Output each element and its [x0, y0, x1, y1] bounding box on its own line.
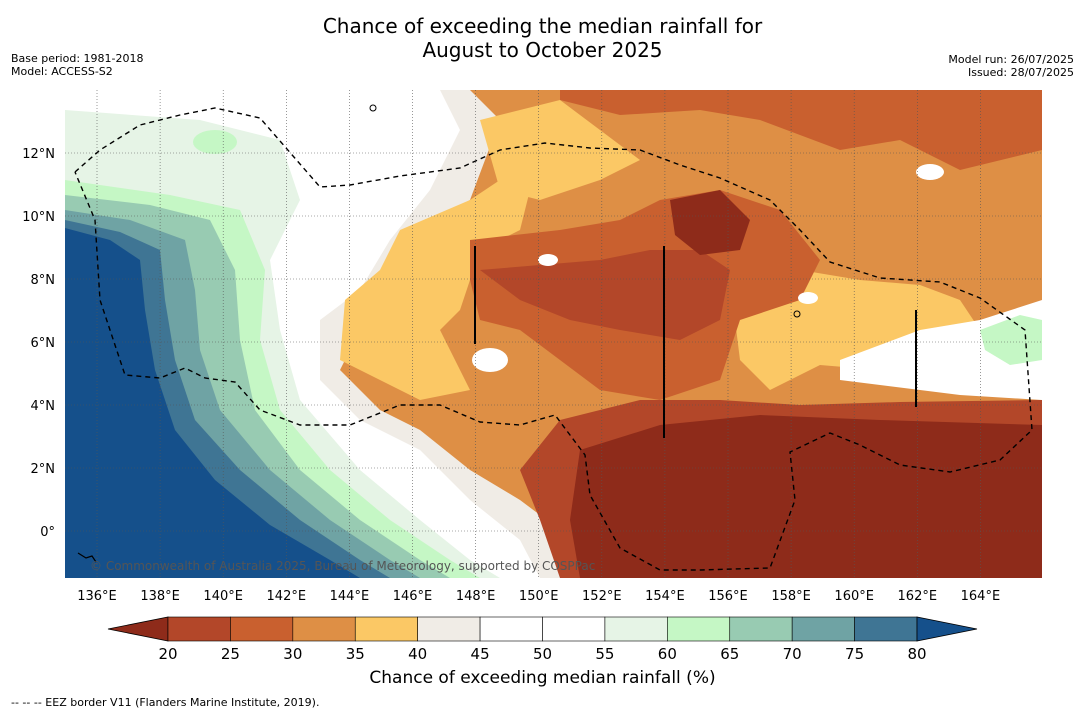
longitude-label: 158°E [771, 589, 811, 604]
region-southeast-max-dry [570, 415, 1042, 578]
longitude-label: 140°E [203, 589, 243, 604]
colorbar-segment [354, 616, 418, 642]
grid-lines [65, 90, 1042, 578]
region-white-patch-4 [798, 292, 818, 304]
colorbar-segment [667, 616, 731, 642]
base-period: Base period: 1981-2018 [11, 52, 144, 65]
colorbar-tick: 80 [907, 645, 926, 663]
colorbar-segment [230, 616, 294, 642]
colorbar-segment [854, 616, 918, 642]
latitude-label: 12°N [22, 147, 55, 162]
colorbar-extend-high [916, 616, 978, 642]
region-white-patch-1 [538, 254, 558, 266]
latitude-labels: 12°N 10°N 8°N 6°N 4°N 2°N 0° [22, 147, 55, 540]
colorbar-tick: 50 [533, 645, 552, 663]
longitude-label: 160°E [834, 589, 874, 604]
longitude-label: 156°E [708, 589, 748, 604]
longitude-labels: 136°E 138°E 140°E 142°E 144°E 146°E 148°E 150°E… [77, 589, 1000, 604]
title-line-1: Chance of exceeding the median rainfall … [322, 14, 763, 38]
longitude-label: 138°E [140, 589, 180, 604]
colorbar-tick: 70 [783, 645, 802, 663]
colorbar-segment [729, 616, 793, 642]
latitude-label: 4°N [31, 399, 56, 414]
issued-date: Issued: 28/07/2025 [967, 66, 1074, 79]
longitude-label: 164°E [961, 589, 1001, 604]
latitude-label: 8°N [31, 273, 56, 288]
island-marker [793, 310, 801, 318]
region-white-patch-2 [472, 348, 508, 372]
eez-footnote: -- -- -- EEZ border V11 (Flanders Marine… [11, 696, 320, 709]
run-info: Model run: 26/07/2025 Issued: 28/07/2025 [948, 53, 1074, 79]
colorbar-tick: 25 [221, 645, 240, 663]
longitude-label: 144°E [330, 589, 370, 604]
colorbar-tick: 75 [845, 645, 864, 663]
region-white-patch-3 [916, 164, 944, 180]
colorbar-tick: 65 [720, 645, 739, 663]
base-info: Base period: 1981-2018 Model: ACCESS-S2 [11, 52, 143, 78]
colorbar-label: Chance of exceeding median rainfall (%) [369, 668, 716, 688]
longitude-label: 146°E [393, 589, 433, 604]
longitude-label: 162°E [898, 589, 938, 604]
colorbar-tick: 20 [158, 645, 177, 663]
model-name: Model: ACCESS-S2 [11, 65, 113, 78]
longitude-label: 150°E [519, 589, 559, 604]
model-run: Model run: 26/07/2025 [948, 53, 1074, 66]
region-northeast-white [840, 300, 1042, 400]
latitude-label: 0° [40, 525, 55, 540]
region-green-patch-north [193, 130, 237, 154]
colorbar-segment [542, 616, 606, 642]
region-yellow-west [340, 150, 540, 400]
region-blue-wet [65, 228, 360, 578]
eez-border [74, 107, 1033, 571]
title-line-2: August to October 2025 [422, 38, 663, 62]
chart-title: Chance of exceeding the median rainfall … [0, 14, 1085, 62]
latitude-label: 2°N [31, 462, 56, 477]
colorbar-segment [292, 616, 356, 642]
latitude-label: 10°N [22, 210, 55, 225]
colorbar-tick: 30 [283, 645, 302, 663]
colorbar-segment [791, 616, 855, 642]
longitude-label: 152°E [582, 589, 622, 604]
colorbar-tick: 55 [595, 645, 614, 663]
colorbar-segment [604, 616, 668, 642]
colorbar-segment [417, 616, 481, 642]
colorbar-tick: 60 [658, 645, 677, 663]
longitude-label: 136°E [77, 589, 117, 604]
colorbar-segment [167, 616, 231, 642]
rainfall-map: © Commonwealth of Australia 2025, Bureau… [65, 90, 1042, 578]
colorbar-segment [479, 616, 543, 642]
colorbar-extend-low [107, 616, 169, 642]
region-north-darker [560, 90, 1042, 170]
colorbar-tick: 40 [408, 645, 427, 663]
region-yellow-north [480, 100, 640, 200]
colorbar-tick: 35 [346, 645, 365, 663]
longitude-label: 148°E [456, 589, 496, 604]
copyright-notice: © Commonwealth of Australia 2025, Bureau… [90, 559, 595, 573]
longitude-label: 142°E [267, 589, 307, 604]
region-max-dry-north [670, 190, 750, 255]
longitude-label: 154°E [645, 589, 685, 604]
latitude-label: 6°N [31, 336, 56, 351]
colorbar-tick: 45 [471, 645, 490, 663]
island-marker [77, 552, 97, 563]
colorbar: 20 25 30 35 40 45 50 55 60 65 70 75 80 [107, 616, 978, 663]
island-marker [369, 104, 377, 112]
region-darkest-central [480, 250, 730, 340]
